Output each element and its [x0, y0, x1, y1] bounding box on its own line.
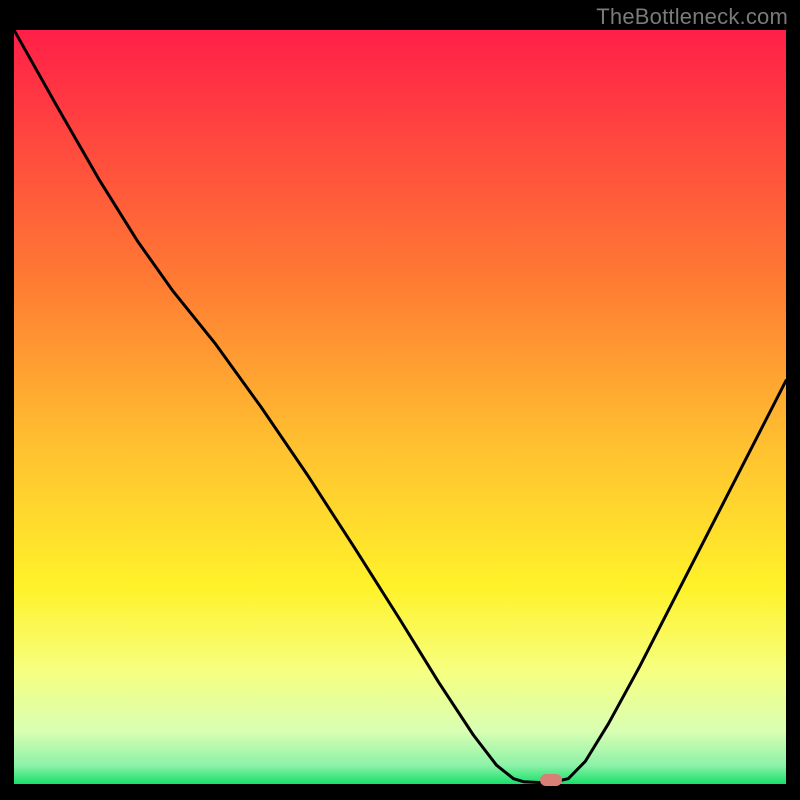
- watermark-text: TheBottleneck.com: [596, 4, 788, 30]
- curve-path: [14, 30, 786, 782]
- bottleneck-chart: [14, 30, 786, 784]
- optimal-marker: [540, 774, 562, 786]
- bottleneck-curve: [14, 30, 786, 784]
